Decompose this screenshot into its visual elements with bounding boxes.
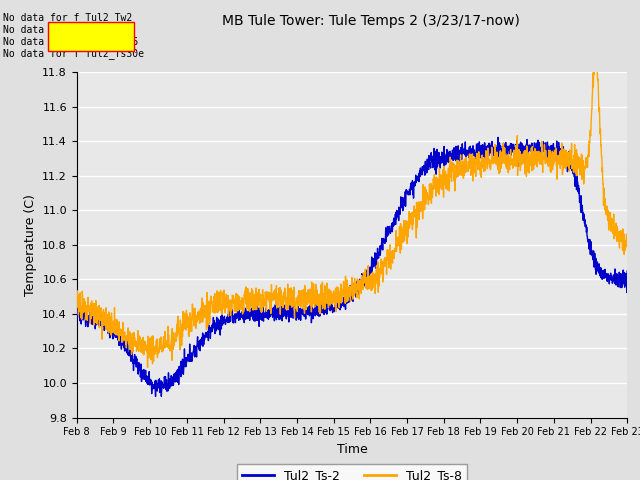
Text: No data for f Tul2_Ts4: No data for f Tul2_Ts4 xyxy=(3,24,132,35)
Text: No data for f Tul2_Tw2: No data for f Tul2_Tw2 xyxy=(3,12,132,23)
Y-axis label: Temperature (C): Temperature (C) xyxy=(24,194,36,296)
Text: MB Tule Tower: Tule Temps 2 (3/23/17-now): MB Tule Tower: Tule Temps 2 (3/23/17-now… xyxy=(222,14,520,28)
Legend: Tul2_Ts-2, Tul2_Ts-8: Tul2_Ts-2, Tul2_Ts-8 xyxy=(237,464,467,480)
X-axis label: Time: Time xyxy=(337,443,367,456)
Text: No data for f Tul2_Ts16: No data for f Tul2_Ts16 xyxy=(3,36,138,47)
Text: No data for f Tul2_Ts30e: No data for f Tul2_Ts30e xyxy=(3,48,144,59)
